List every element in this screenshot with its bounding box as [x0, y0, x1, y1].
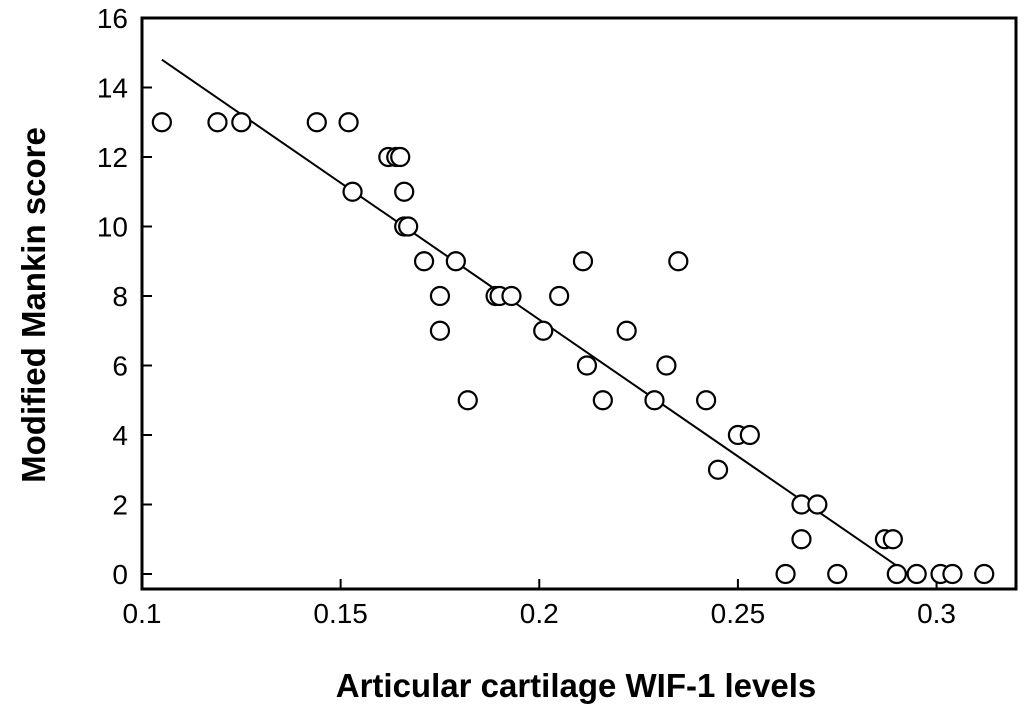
data-point	[501, 285, 522, 307]
data-point	[775, 563, 796, 585]
data-point	[592, 390, 613, 411]
data-point	[807, 494, 828, 515]
data-point	[306, 112, 327, 133]
data-point	[739, 424, 760, 446]
x-axis: 0.1 0.15 0.2 0.25 0.3	[123, 579, 956, 629]
data-point	[576, 355, 598, 376]
x-tick-label: 0.1	[123, 598, 162, 629]
data-point	[429, 285, 451, 307]
x-tick-label: 0.15	[313, 598, 368, 629]
data-point	[413, 251, 435, 272]
data-point	[668, 251, 689, 272]
data-point	[342, 181, 363, 202]
y-tick-label: 10	[97, 212, 128, 243]
data-point	[616, 320, 637, 341]
trend-line	[161, 58, 910, 575]
data-point	[942, 563, 963, 585]
data-point	[906, 563, 927, 585]
data-point	[886, 563, 907, 585]
data-point	[974, 563, 995, 585]
data-point	[429, 320, 451, 341]
data-point	[445, 251, 466, 272]
data-point	[656, 355, 677, 376]
data-point	[882, 529, 903, 550]
plot-frame	[140, 16, 1018, 591]
data-point	[827, 563, 848, 585]
y-tick-label: 12	[97, 142, 128, 173]
data-point	[338, 112, 359, 133]
data-point	[394, 181, 415, 202]
y-tick-label: 14	[97, 73, 128, 104]
y-tick-label: 6	[112, 351, 128, 382]
data-points	[151, 112, 995, 585]
x-tick-label: 0.3	[917, 598, 956, 629]
data-point	[457, 390, 478, 411]
data-point	[644, 390, 665, 411]
data-point	[231, 112, 252, 133]
y-tick-label: 8	[112, 281, 128, 312]
data-point	[533, 320, 554, 341]
data-point	[791, 529, 812, 550]
data-point	[398, 216, 419, 237]
y-tick-label: 2	[112, 490, 128, 521]
y-tick-label: 4	[112, 420, 128, 451]
data-point	[151, 112, 172, 133]
data-point	[696, 390, 717, 411]
x-tick-label: 0.2	[520, 598, 559, 629]
data-point	[390, 146, 411, 168]
x-tick-label: 0.25	[711, 598, 766, 629]
y-tick-label: 16	[97, 3, 128, 34]
y-axis-title: Modified Mankin score	[15, 127, 52, 483]
data-point	[549, 285, 570, 307]
y-tick-label: 0	[112, 559, 128, 590]
data-point	[207, 112, 228, 133]
y-axis: 0 2 4 6 8 10 12 14 16	[97, 3, 152, 590]
x-axis-title: Articular cartilage WIF-1 levels	[336, 667, 817, 704]
data-point	[707, 459, 729, 480]
data-point	[572, 251, 594, 272]
